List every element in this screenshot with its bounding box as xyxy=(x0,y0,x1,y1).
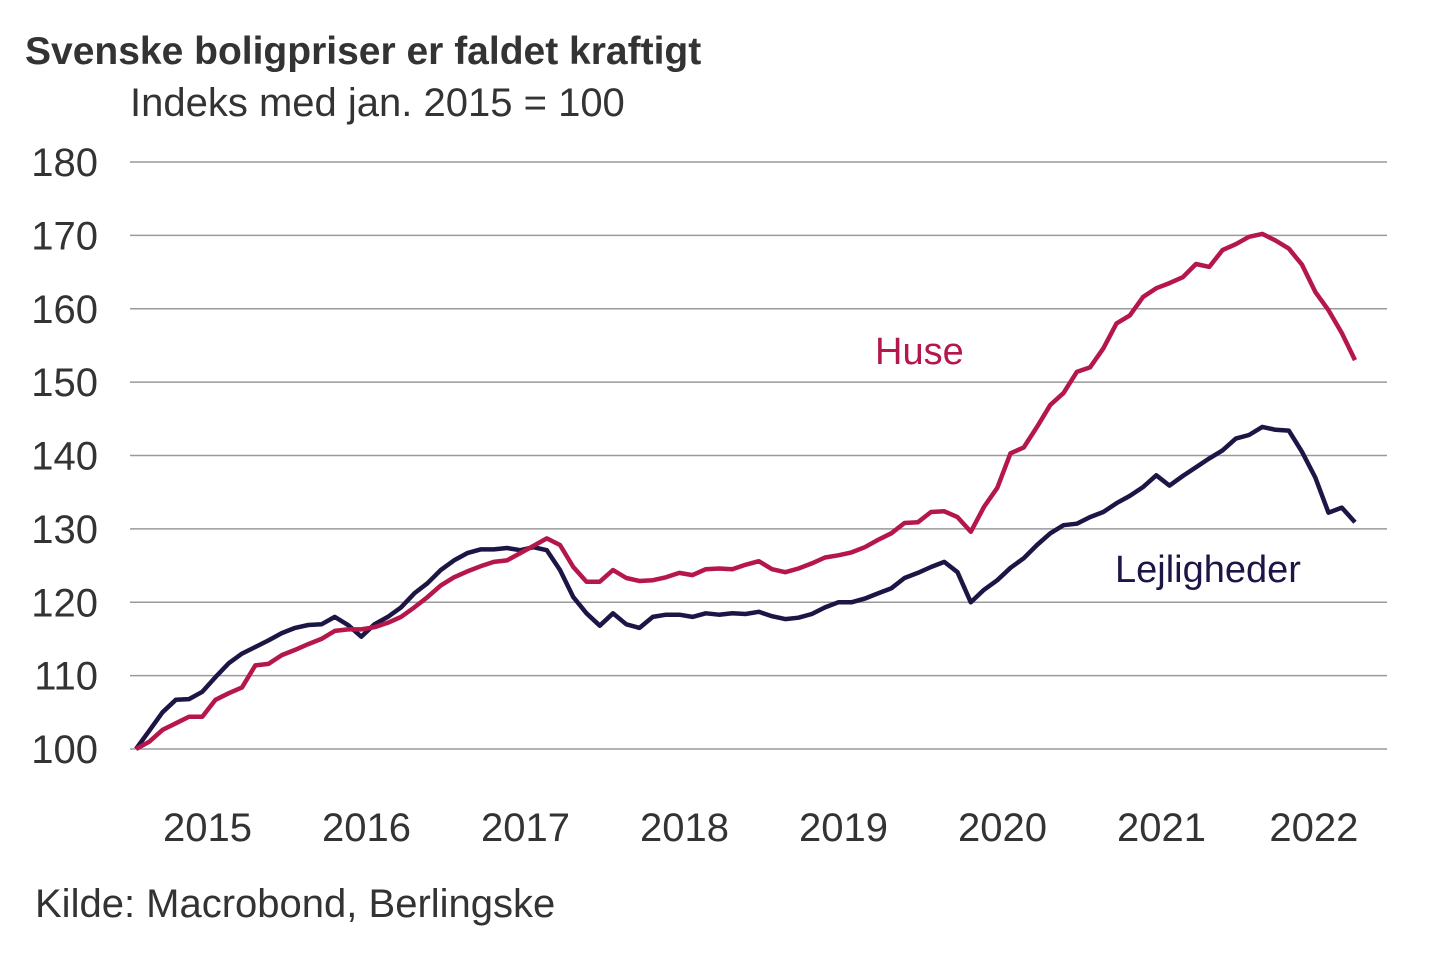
series-line-huse xyxy=(134,231,1358,751)
x-tick-label: 2016 xyxy=(322,806,411,850)
series-lines xyxy=(134,231,1358,751)
y-tick-label: 170 xyxy=(31,214,98,258)
chart-title: Svenske boligpriser er faldet kraftigt xyxy=(25,30,701,73)
x-tick-label: 2021 xyxy=(1117,806,1206,850)
y-axis-ticks: 100 110 120 130 140 150 160 170 180 xyxy=(31,141,98,772)
y-tick-label: 160 xyxy=(31,288,98,332)
label-lejligheder: Lejligheder xyxy=(1115,549,1301,591)
x-tick-label: 2022 xyxy=(1269,806,1358,850)
x-tick-label: 2020 xyxy=(958,806,1047,850)
y-tick-label: 110 xyxy=(34,655,98,699)
chart-subtitle: Indeks med jan. 2015 = 100 xyxy=(130,81,625,125)
y-tick-label: 120 xyxy=(31,581,98,625)
x-tick-label: 2018 xyxy=(640,806,729,850)
gridlines xyxy=(130,161,1387,750)
source-note: Kilde: Macrobond, Berlingske xyxy=(35,882,555,926)
y-tick-label: 140 xyxy=(31,435,98,479)
x-axis-ticks: 2015 2016 2017 2018 2019 2020 2021 2022 xyxy=(163,806,1358,850)
x-tick-label: 2015 xyxy=(163,806,252,850)
series-line-lejligheder xyxy=(134,424,1357,751)
y-tick-label: 100 xyxy=(31,728,98,772)
x-tick-label: 2019 xyxy=(799,806,888,850)
label-huse: Huse xyxy=(875,331,964,373)
y-tick-label: 150 xyxy=(31,361,98,405)
y-tick-label: 130 xyxy=(31,508,98,552)
x-tick-label: 2017 xyxy=(481,806,570,850)
y-tick-label: 180 xyxy=(31,141,98,185)
